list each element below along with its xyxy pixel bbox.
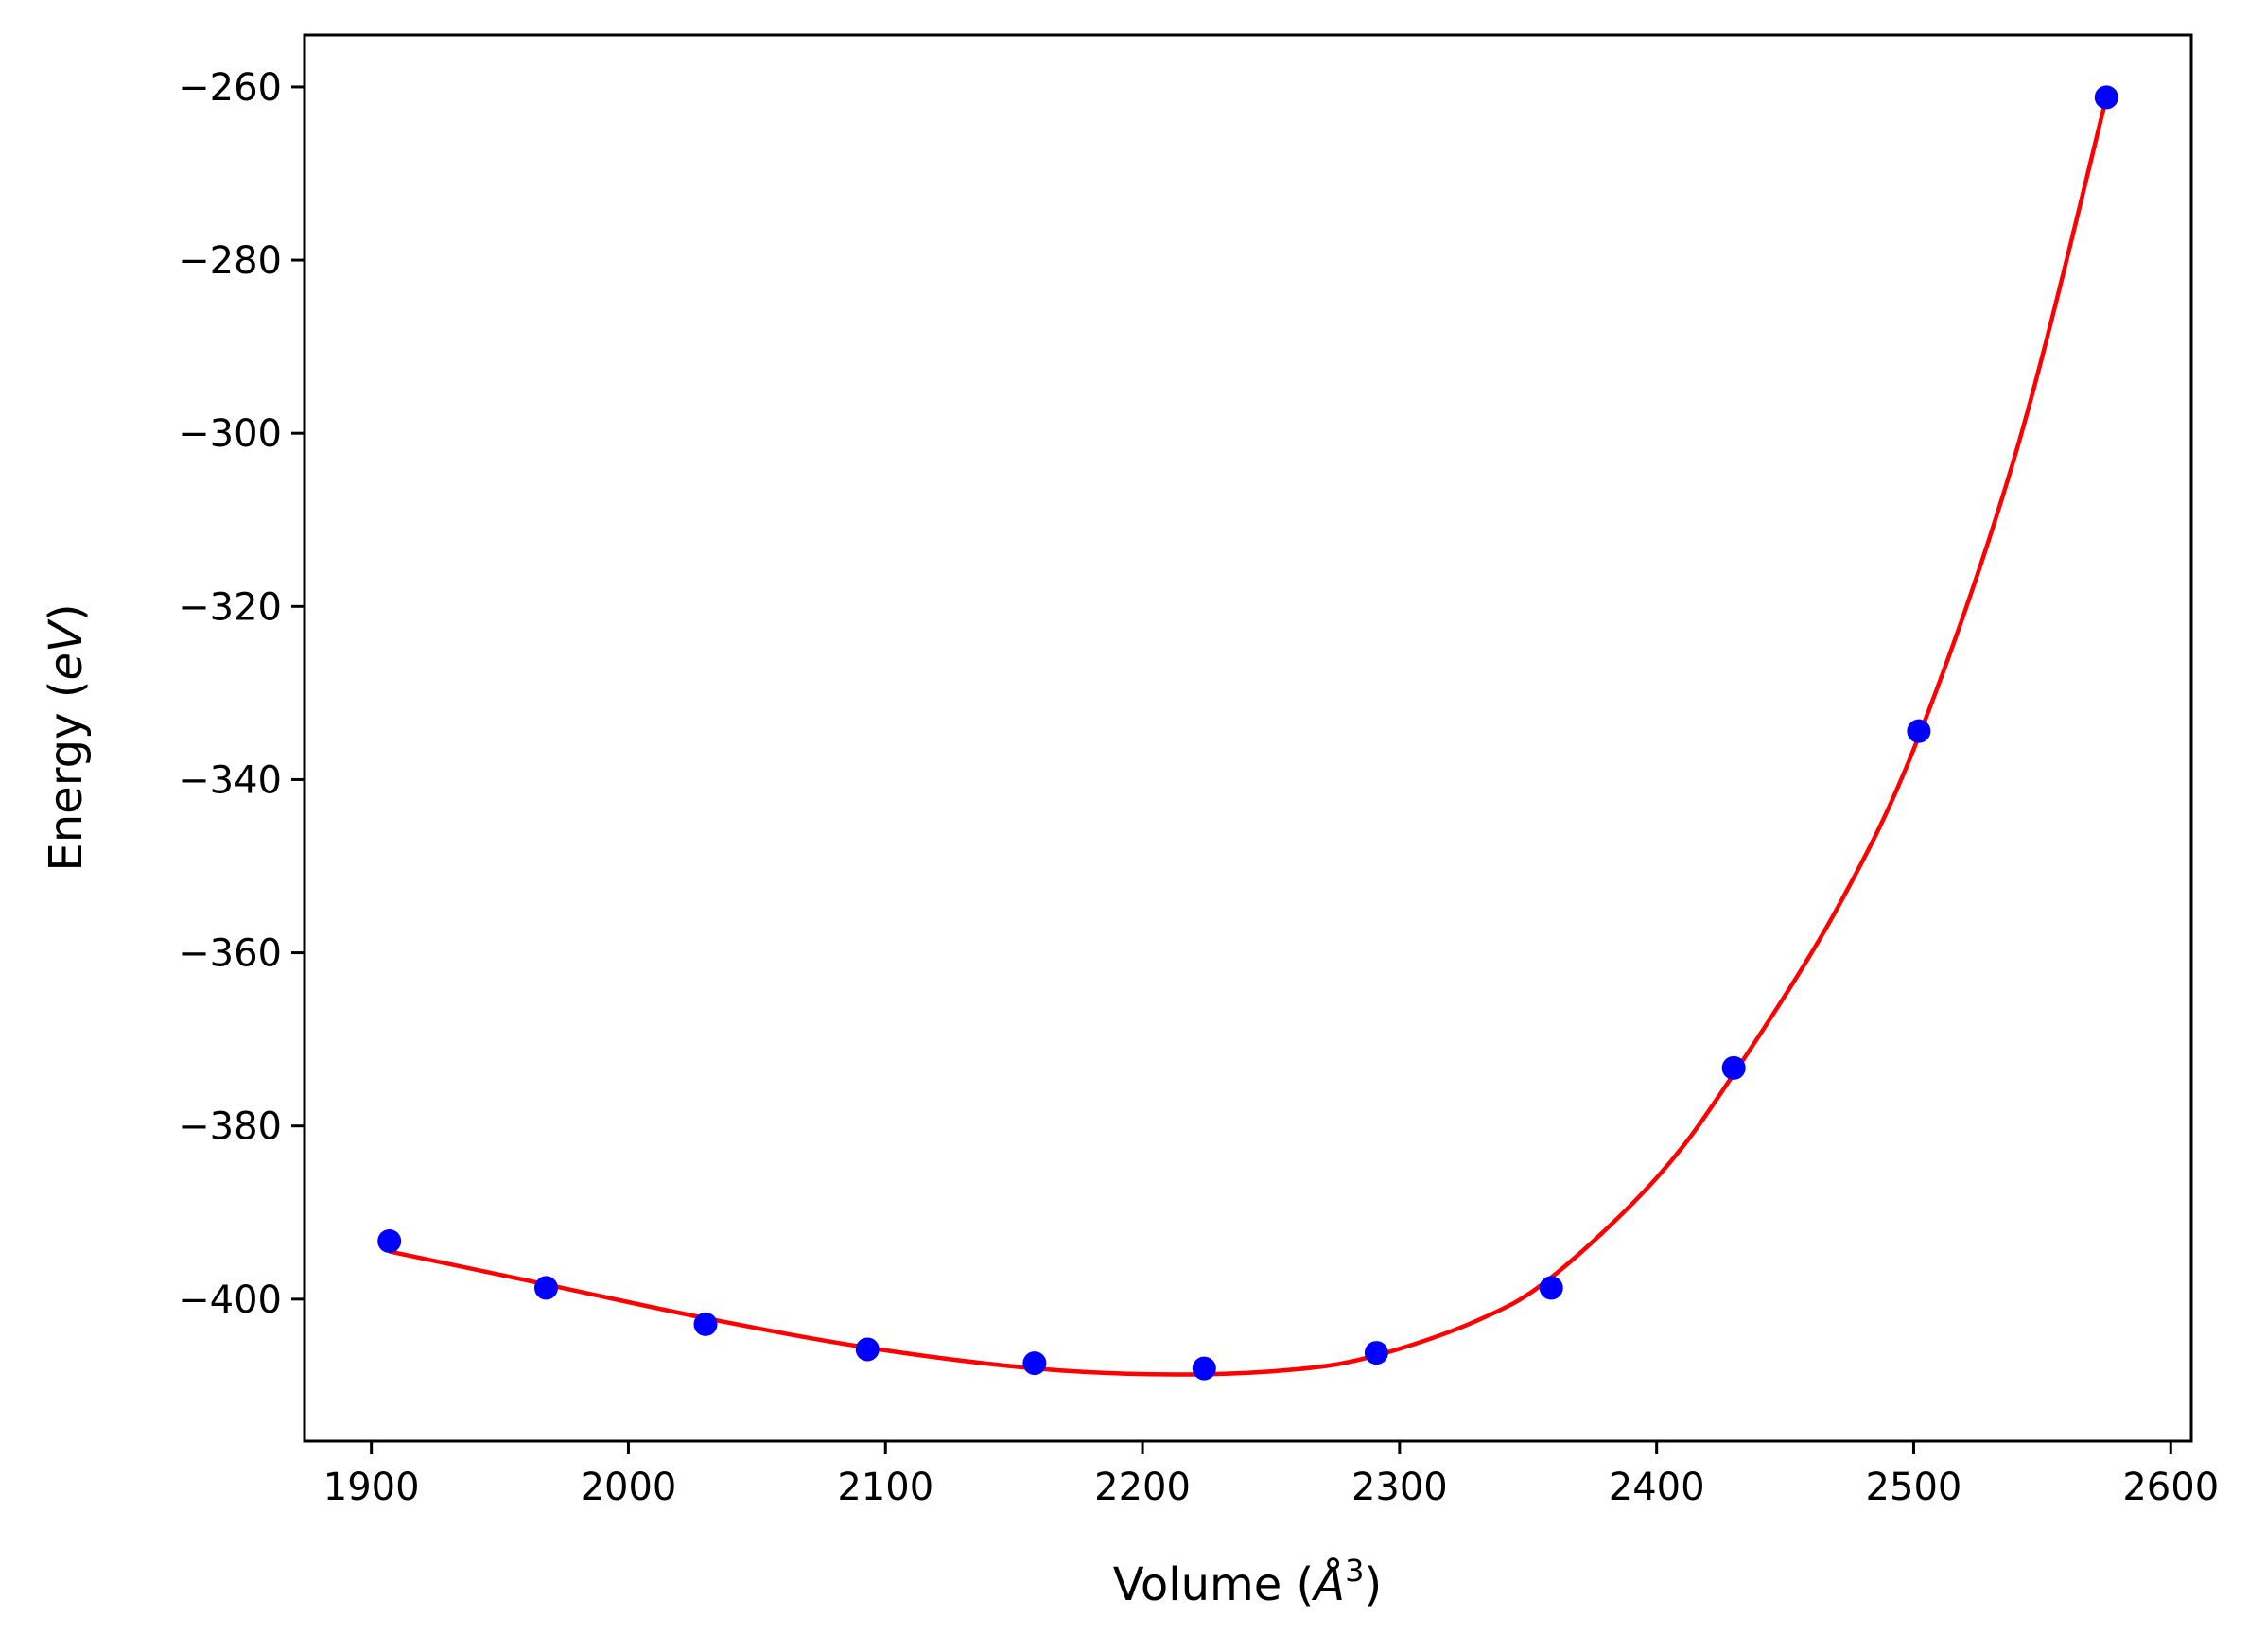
fit-line-layer: [389, 96, 2109, 1377]
y-tick-label: −380: [178, 1105, 282, 1149]
data-point: [1907, 719, 1931, 743]
x-tick-label: 2400: [1609, 1466, 1705, 1509]
data-point: [1539, 1276, 1563, 1300]
x-axis-label: Volume (: [1113, 1558, 1315, 1611]
x-axis-unit-symbol: Å: [1311, 1557, 1345, 1611]
data-point: [1022, 1351, 1047, 1376]
y-tick-label: −400: [178, 1278, 282, 1322]
data-point: [533, 1276, 558, 1300]
data-point: [1364, 1341, 1388, 1365]
x-tick-label: 2000: [581, 1466, 677, 1509]
x-tick-label: 2500: [1866, 1466, 1962, 1509]
y-axis-unit: eV: [40, 618, 93, 681]
y-tick-label: −340: [178, 758, 282, 802]
y-tick-label: −260: [178, 66, 282, 110]
x-tick-label: 2100: [837, 1466, 933, 1509]
y-ticks: −260 −280 −300 −320 −340 −360 −380 −400: [178, 66, 305, 1322]
y-axis-label-close: ): [40, 603, 93, 621]
x-tick-label: 1900: [323, 1466, 420, 1509]
y-tick-label: −360: [178, 932, 282, 976]
data-point: [2094, 85, 2118, 110]
y-axis-title: Energy (eV): [40, 603, 93, 871]
x-axis-unit-exponent: 3: [1345, 1553, 1364, 1589]
data-point: [855, 1337, 880, 1362]
y-tick-label: −300: [178, 412, 282, 456]
data-point: [693, 1312, 718, 1336]
fit-curve: [389, 96, 2109, 1377]
data-point: [1721, 1055, 1746, 1080]
x-axis-title: Volume (Å3): [1113, 1553, 1382, 1611]
x-tick-label: 2600: [2122, 1466, 2219, 1509]
data-point: [1192, 1356, 1216, 1381]
x-tick-label: 2200: [1094, 1466, 1191, 1509]
axes-frame: [303, 33, 2193, 1443]
data-point: [377, 1228, 402, 1253]
y-axis-label: Energy (: [40, 681, 93, 872]
y-tick-label: −280: [178, 239, 282, 283]
x-axis-label-close: ): [1364, 1558, 1382, 1611]
data-points-layer: [377, 85, 2118, 1381]
y-tick-label: −320: [178, 585, 282, 629]
x-ticks: 1900 2000 2100 2200 2300 2400 2500 2600: [323, 1441, 2219, 1509]
x-tick-label: 2300: [1351, 1466, 1448, 1509]
